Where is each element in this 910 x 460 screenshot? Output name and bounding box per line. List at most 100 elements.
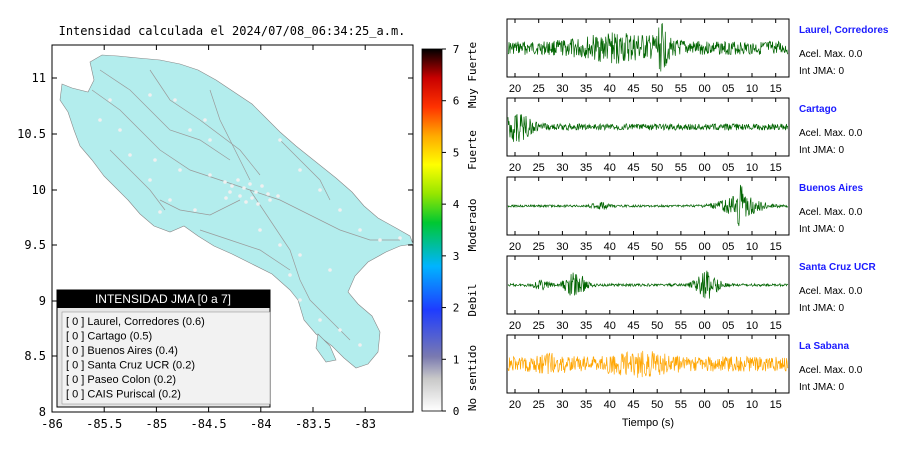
waveform-tick-label: 45 (627, 162, 639, 174)
station-dot (254, 190, 258, 194)
station-dot (153, 158, 157, 162)
waveform-tick-label: 40 (604, 83, 616, 95)
station-dot (298, 168, 302, 172)
waveform-panel: 20 25 30 35 40 45 50 55 00 05 10 15 La Sabana Acel. M… (506, 334, 863, 411)
colorbar-tick-label: 5 (453, 146, 460, 159)
waveform-panels: 20 25 30 35 40 45 50 55 00 05 10 15 Laurel, Corredor… (506, 18, 889, 411)
costa-rica-land (59, 54, 414, 369)
legend-item: [ 0 ] Paseo Colon (0.2) (66, 374, 176, 386)
station-dot (338, 208, 342, 212)
station-dot (276, 194, 280, 198)
waveform-trace (507, 350, 789, 378)
station-dot (158, 210, 162, 214)
waveform-tick-label: 50 (651, 162, 663, 174)
station-name: Laurel, Corredores (799, 25, 889, 36)
station-jma-intensity: Int JMA: 0 (799, 303, 844, 314)
waveform-tick-label: 05 (722, 241, 734, 253)
map-xtick-label: -84 (250, 417, 272, 431)
colorbar-category-label: Fuerte (466, 130, 479, 170)
colorbar-tick-label: 6 (453, 95, 460, 108)
waveform-tick-label: 40 (604, 162, 616, 174)
station-dot (188, 128, 192, 132)
station-dot (398, 236, 402, 240)
waveform-tick-label: 35 (580, 399, 592, 411)
waveform-trace (507, 114, 789, 142)
map-ytick-label: 11 (32, 71, 46, 85)
waveform-tick-label: 45 (627, 399, 639, 411)
waveform-tick-label: 25 (533, 241, 545, 253)
colorbar-labels: Muy Fuerte Fuerte Moderado Debil No sentido (466, 42, 479, 411)
waveform-tick-label: 50 (651, 320, 663, 332)
station-dot (118, 128, 122, 132)
waveform-tick-label: 50 (651, 83, 663, 95)
colorbar-tick-label: 1 (453, 353, 460, 366)
colorbar-tick-label: 3 (453, 250, 460, 263)
map-ytick-label: 9.5 (24, 238, 46, 252)
waveform-trace (507, 270, 789, 299)
colorbar-tick-label: 2 (453, 302, 460, 315)
station-jma-intensity: Int JMA: 0 (799, 145, 844, 156)
waveform-trace (507, 184, 789, 227)
station-jma-intensity: Int JMA: 0 (799, 382, 844, 393)
station-dot (318, 318, 322, 322)
map-xtick-label: -84.5 (191, 417, 227, 431)
waveform-tick-label: 25 (533, 320, 545, 332)
station-dot (208, 138, 212, 142)
station-dot (378, 238, 382, 242)
station-dot (260, 184, 264, 188)
map-xtick-label: -83.5 (295, 417, 331, 431)
station-dot (288, 273, 292, 277)
station-dot (224, 196, 228, 200)
station-dot (208, 173, 212, 177)
waveform-tick-label: 05 (722, 320, 734, 332)
waveform-panel: 20 25 30 35 40 45 50 55 00 05 10 15 Laurel, Corredor… (506, 18, 889, 95)
waveform-tick-label: 25 (533, 162, 545, 174)
waveform-trace (507, 22, 789, 72)
waveform-tick-label: 35 (580, 83, 592, 95)
station-dot (228, 190, 232, 194)
station-dot (128, 153, 132, 157)
waveform-tick-label: 30 (556, 241, 568, 253)
map-xtick-label: -85 (146, 417, 168, 431)
map-axes: -86 -85.5 -85 -84.5 -84 -83.5 -83 11 10.5 10 9.5 9 8… (17, 45, 413, 431)
station-dot (248, 182, 252, 186)
station-dot (258, 228, 262, 232)
waveform-panel: 20 25 30 35 40 45 50 55 00 05 10 15 Santa Cruz UCR Ac… (506, 255, 876, 332)
waveform-tick-label: 55 (675, 83, 687, 95)
legend-item: [ 0 ] Buenos Aires (0.4) (66, 345, 178, 357)
station-dot (178, 168, 182, 172)
station-max-accel: Acel. Max. 0.0 (799, 365, 863, 376)
station-dot (168, 198, 172, 202)
station-dot (318, 188, 322, 192)
station-max-accel: Acel. Max. 0.0 (799, 286, 863, 297)
station-dot (238, 194, 242, 198)
legend-item: [ 0 ] CAIS Puriscal (0.2) (66, 389, 181, 401)
waveform-tick-label: 55 (675, 399, 687, 411)
map-ytick-label: 8 (39, 405, 46, 419)
station-max-accel: Acel. Max. 0.0 (799, 49, 863, 60)
station-dot (250, 196, 254, 200)
station-dot (268, 198, 272, 202)
station-jma-intensity: Int JMA: 0 (799, 224, 844, 235)
map-xtick-label: -86 (41, 417, 63, 431)
station-dot (148, 93, 152, 97)
waveform-tick-label: 05 (722, 83, 734, 95)
waveform-tick-label: 55 (675, 241, 687, 253)
waveform-tick-label: 10 (746, 162, 758, 174)
waveform-tick-label: 50 (651, 399, 663, 411)
waveform-tick-label: 35 (580, 320, 592, 332)
map-ytick-label: 8.5 (24, 349, 46, 363)
waveform-tick-label: 20 (509, 320, 521, 332)
waveform-tick-label: 30 (556, 83, 568, 95)
waveform-tick-label: 05 (722, 399, 734, 411)
colorbar-category-label: No sentido (466, 345, 479, 411)
station-dot (193, 208, 197, 212)
station-dot (256, 202, 260, 206)
station-name: Buenos Aires (799, 183, 864, 194)
map-ytick-label: 10 (32, 183, 46, 197)
waveform-tick-label: 30 (556, 320, 568, 332)
map-ytick-label: 9 (39, 294, 46, 308)
station-dots (98, 93, 402, 347)
waveform-tick-label: 15 (770, 162, 782, 174)
